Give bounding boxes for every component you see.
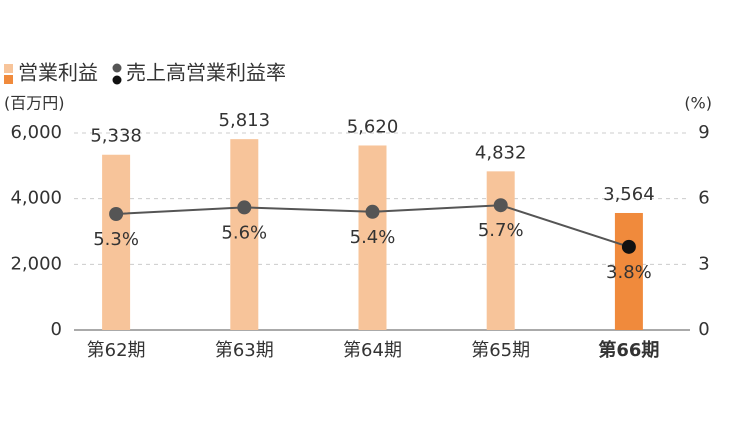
line-value-label: 5.6%: [221, 222, 267, 243]
y2-tick-label: 3: [698, 253, 709, 274]
line-value-label: 5.4%: [350, 227, 396, 248]
legend-swatch: [4, 64, 13, 73]
legend-swatch: [112, 63, 122, 73]
line-point: [365, 204, 380, 219]
y2-tick-label: 0: [698, 319, 709, 340]
x-tick-label: 第66期: [598, 339, 659, 361]
y-tick-label: 2,000: [10, 253, 62, 274]
bar: [102, 154, 131, 330]
x-tick-label: 第63期: [215, 340, 274, 361]
bar: [614, 212, 643, 330]
y-tick-label: 6,000: [10, 122, 62, 143]
legend-label: 営業利益: [18, 61, 98, 85]
bar: [230, 139, 259, 330]
bar: [358, 145, 387, 330]
x-tick-label: 第62期: [87, 340, 146, 361]
line-point: [109, 206, 124, 221]
x-tick-label: 第65期: [471, 340, 530, 361]
legend-label: 売上高営業利益率: [126, 61, 286, 85]
bar-value-label: 5,620: [347, 116, 399, 137]
y2-tick-label: 6: [698, 188, 709, 209]
line-value-label: 5.7%: [478, 220, 524, 241]
legend-swatch: [4, 75, 13, 84]
legend-swatch: [112, 75, 122, 85]
line-point: [237, 200, 252, 215]
line-value-label: 3.8%: [606, 262, 652, 283]
bar-value-label: 4,832: [475, 142, 527, 163]
y-tick-label: 4,000: [10, 188, 62, 209]
x-tick-label: 第64期: [343, 340, 402, 361]
bar-value-label: 5,338: [90, 126, 142, 147]
bar: [486, 171, 515, 330]
bar-value-label: 5,813: [219, 110, 271, 131]
y-tick-label: 0: [51, 319, 62, 340]
line-point: [493, 198, 508, 213]
y-axis-label: (百万円): [4, 94, 65, 113]
y2-axis-label: (%): [684, 94, 712, 113]
y2-tick-label: 9: [698, 122, 709, 143]
line-value-label: 5.3%: [93, 229, 139, 250]
line-point: [621, 239, 636, 254]
bar-value-label: 3,564: [603, 184, 655, 205]
